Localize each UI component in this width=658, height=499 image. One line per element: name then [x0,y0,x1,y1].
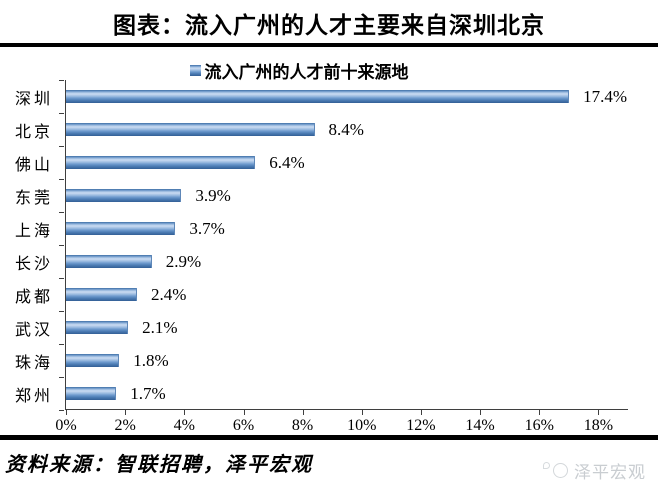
bar-row: 上海 3.7% [15,212,627,245]
value-label: 17.4% [583,86,627,106]
x-axis-tick [66,410,67,415]
x-axis-tick-label: 10% [347,417,377,434]
x-axis-tick-label: 16% [524,417,554,434]
category-label: 珠海 [14,354,53,372]
category-label: 郑州 [14,387,53,405]
y-axis-tick [59,410,64,411]
value-label: 3.7% [189,218,225,238]
bar-row: 东莞 3.9% [15,179,627,212]
watermark: 泽平宏观 [542,458,646,483]
bar-row: 珠海 1.8% [15,344,627,377]
category-label: 成都 [14,288,53,306]
bar-chart: 深圳 17.4% 北京 8.4% 佛山 6.4% 东莞 3.9% 上海 3.7% 长沙 2.9% 成都 2… [15,80,628,434]
x-axis-tick-label: 6% [232,417,255,434]
value-label: 1.8% [133,350,169,370]
brand-logo-icon [542,461,568,481]
x-axis-tick [361,410,363,415]
watermark-label: 泽平宏观 [574,463,646,482]
bottom-divider [0,435,658,440]
y-axis-tick [59,311,64,312]
category-label: 上海 [14,222,53,240]
bar [66,189,182,202]
bar-row: 长沙 2.9% [15,245,627,278]
x-axis-tick-label: 14% [465,417,495,434]
y-axis-tick [59,245,64,246]
y-axis-tick [59,278,64,279]
x-axis-tick-label: 18% [583,417,614,434]
bar-row: 深圳 17.4% [15,80,627,113]
x-axis-line [64,408,628,410]
x-axis-tick-label: 0% [55,417,77,434]
y-axis-tick [59,212,64,213]
value-label: 3.9% [195,185,231,205]
bar [66,123,315,136]
y-axis-tick [59,377,64,378]
y-axis-tick [59,80,64,81]
y-axis-tick [59,344,64,345]
top-divider [0,43,658,47]
x-axis-tick [125,410,127,415]
bar-row: 成都 2.4% [15,278,627,311]
y-axis-tick [59,179,64,180]
x-axis-tick [539,410,541,415]
x-axis-tick [302,410,304,415]
bar [66,255,152,268]
chart-title: 图表：流入广州的人才主要来自深圳北京 [113,13,545,38]
y-axis-tick [59,113,64,114]
category-label: 武汉 [14,321,53,339]
bar [66,321,129,334]
x-axis-tick [420,410,422,415]
category-label: 深圳 [14,90,53,108]
plot-area: 深圳 17.4% 北京 8.4% 佛山 6.4% 东莞 3.9% 上海 3.7% 长沙 2.9% 成都 2… [15,80,628,434]
bar-row: 北京 8.4% [15,113,627,146]
value-label: 6.4% [269,152,305,172]
legend-swatch-icon [189,65,201,76]
bar [66,354,120,367]
value-label: 2.4% [151,284,187,304]
category-label: 佛山 [14,156,53,174]
x-axis-tick-label: 8% [291,417,314,434]
category-label: 东莞 [14,189,53,207]
x-axis-tick-label: 2% [114,417,136,434]
bar-row: 武汉 2.1% [15,311,627,344]
value-label: 8.4% [328,119,364,139]
value-label: 1.7% [130,383,166,403]
legend-label: 流入广州的人才前十来源地 [204,63,409,82]
value-label: 2.1% [142,317,178,337]
x-axis-tick-label: 4% [173,417,195,434]
legend: 流入广州的人才前十来源地 [0,58,628,83]
category-label: 北京 [14,123,53,141]
source-note: 资料来源：智联招聘，泽平宏观 [5,454,313,476]
x-axis-tick [243,410,245,415]
bar [66,387,117,400]
value-label: 2.9% [165,251,202,271]
y-axis-tick [59,146,64,147]
x-axis-tick [598,410,600,415]
category-label: 长沙 [14,255,53,273]
bar [66,222,176,235]
bar-row: 佛山 6.4% [15,146,627,179]
x-axis-tick [184,410,186,415]
bar-row: 郑州 1.7% [15,377,627,410]
bar [66,156,256,169]
bar [66,288,137,301]
bar [66,90,570,103]
x-axis-tick [480,410,482,415]
x-axis-tick-label: 12% [406,417,436,434]
